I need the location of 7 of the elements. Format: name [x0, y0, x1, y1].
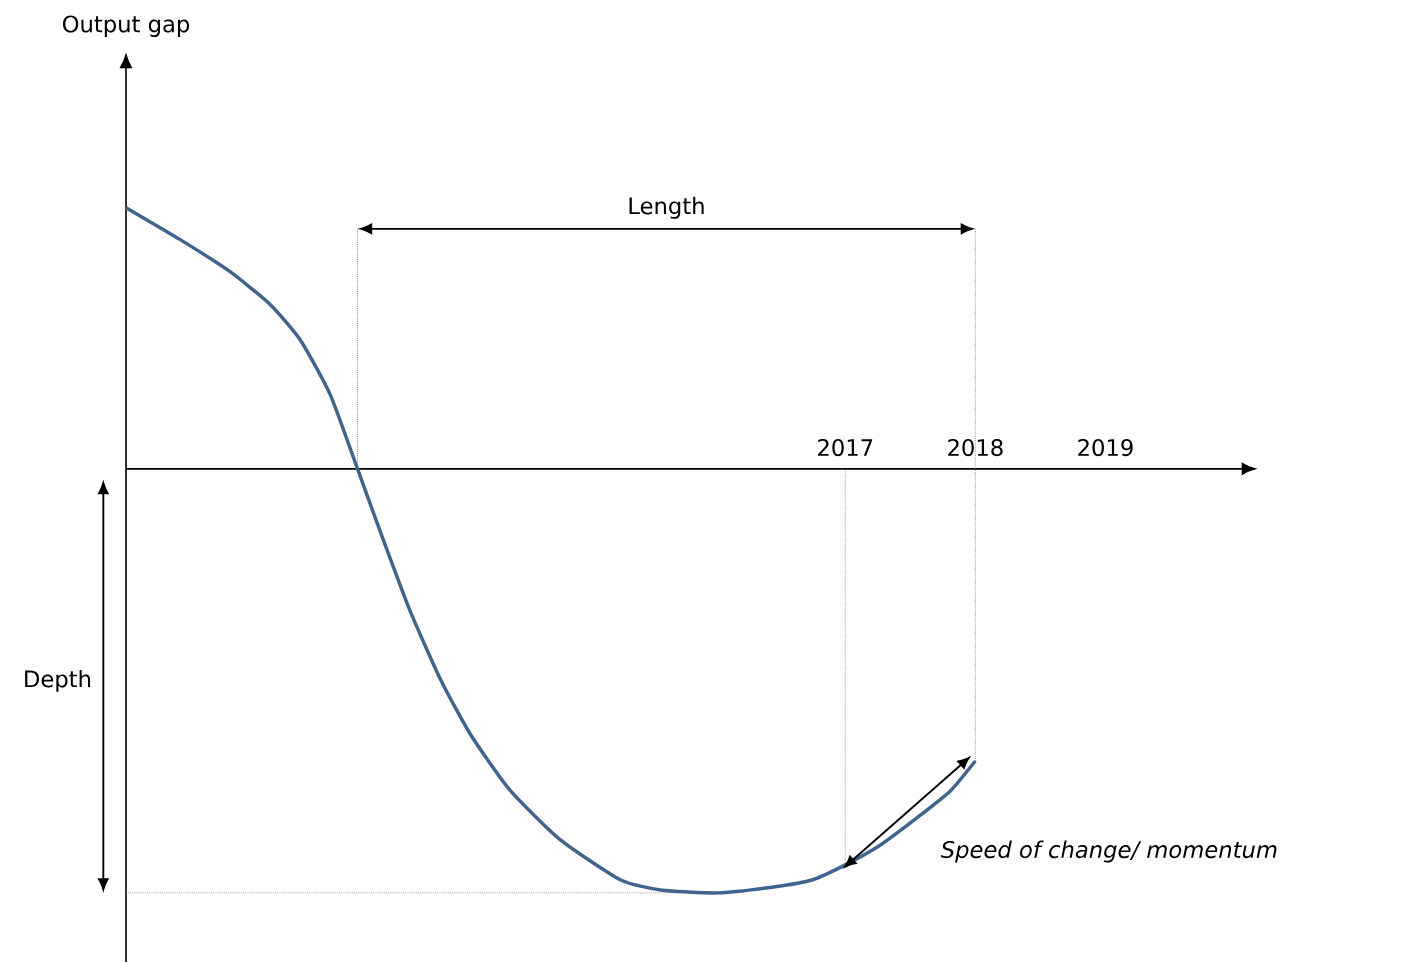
x-tick-label: 2017: [818, 438, 873, 457]
annotation: Speed of change/ momentum: [940, 840, 1277, 863]
annotation: Length: [629, 196, 704, 219]
text: Output gap: [62, 15, 190, 37]
x-tick-label: 2018: [948, 438, 1003, 457]
x-tick-label: 2019: [1078, 438, 1133, 457]
text: Depth: [25, 669, 91, 692]
